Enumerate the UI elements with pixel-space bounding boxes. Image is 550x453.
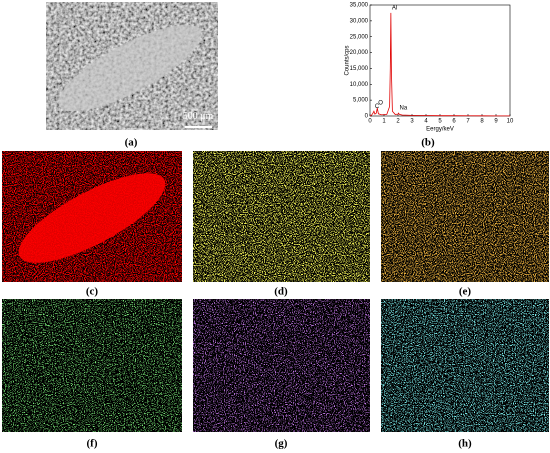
map-speckle bbox=[381, 299, 549, 432]
y-tick-label: 0 bbox=[365, 114, 369, 120]
panel-label: (a) bbox=[125, 137, 138, 149]
panel-label: (e) bbox=[459, 286, 472, 298]
x-tick-label: 3 bbox=[410, 119, 414, 125]
peak-label: O bbox=[378, 101, 383, 107]
spectrum-line bbox=[369, 12, 511, 117]
y-tick-label: 25,000 bbox=[350, 34, 369, 40]
panel-label: (h) bbox=[458, 438, 472, 450]
y-tick-label: 35,000 bbox=[350, 3, 369, 9]
y-tick-label: 30,000 bbox=[350, 18, 369, 24]
map-speckle bbox=[193, 299, 370, 432]
y-axis-label: Counts/cps bbox=[345, 45, 351, 75]
maps: 500 μm bbox=[2, 2, 549, 432]
map-speckle bbox=[2, 151, 182, 282]
map-speckle bbox=[2, 299, 182, 432]
panel-label: (f) bbox=[87, 438, 98, 450]
peak-label: Al bbox=[392, 6, 397, 12]
x-tick-label: 2 bbox=[396, 119, 400, 125]
x-tick-label: 10 bbox=[507, 119, 514, 125]
x-tick-label: 4 bbox=[424, 119, 428, 125]
y-tick-label: 5,000 bbox=[353, 98, 369, 104]
y-tick-label: 15,000 bbox=[350, 66, 369, 72]
x-tick-label: 7 bbox=[466, 119, 470, 125]
peak-label: C bbox=[375, 104, 380, 110]
sem-particle bbox=[58, 24, 202, 112]
map-speckle bbox=[381, 151, 549, 282]
x-axis-label: Eergy/keV bbox=[426, 127, 454, 133]
y-tick-label: 20,000 bbox=[350, 50, 369, 56]
x-tick-label: 5 bbox=[438, 119, 442, 125]
y-tick-label: 10,000 bbox=[350, 82, 369, 88]
x-tick-label: 0 bbox=[368, 119, 372, 125]
map-speckle bbox=[193, 151, 370, 282]
x-tick-label: 1 bbox=[382, 119, 386, 125]
panel-label: (d) bbox=[274, 286, 288, 298]
panel-label: (b) bbox=[421, 137, 435, 149]
x-tick-label: 6 bbox=[452, 119, 456, 125]
x-tick-label: 8 bbox=[480, 119, 484, 125]
x-tick-label: 9 bbox=[494, 119, 498, 125]
panel-label: (g) bbox=[275, 438, 288, 450]
panel-label: (c) bbox=[86, 286, 99, 298]
peak-label: Na bbox=[400, 106, 408, 112]
scale-bar-label: 500 μm bbox=[183, 111, 214, 122]
